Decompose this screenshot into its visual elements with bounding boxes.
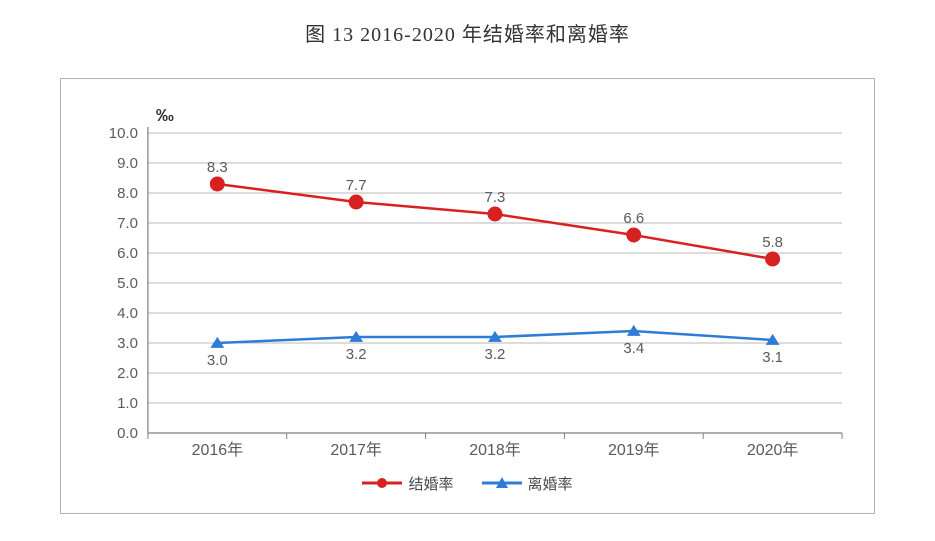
chart-container: 0.0 1.0 2.0 3.0 4.0 5.0 6.0 7.0 8.0 9.0 10.0 2016年… xyxy=(60,78,875,514)
y-tick-label: 7.0 xyxy=(117,215,138,232)
y-tick-label: 10.0 xyxy=(109,125,138,142)
chart-inner: 0.0 1.0 2.0 3.0 4.0 5.0 6.0 7.0 8.0 9.0 10.0 2016年… xyxy=(73,97,862,501)
data-label-离婚率: 3.4 xyxy=(623,340,644,357)
data-label-结婚率: 6.6 xyxy=(623,210,644,227)
x-tick-label: 2017年 xyxy=(330,441,381,459)
x-tick-label: 2020年 xyxy=(747,441,798,459)
chart-title: 图 13 2016-2020 年结婚率和离婚率 xyxy=(0,0,935,47)
series-marker-结婚率 xyxy=(210,177,224,191)
x-tick-label: 2016年 xyxy=(192,441,243,459)
series-marker-结婚率 xyxy=(488,207,502,221)
data-label-结婚率: 5.8 xyxy=(762,234,783,251)
legend-swatch xyxy=(362,475,402,491)
data-label-结婚率: 7.7 xyxy=(346,177,367,194)
y-tick-label: 3.0 xyxy=(117,335,138,352)
legend-swatch xyxy=(482,475,522,491)
page: 图 13 2016-2020 年结婚率和离婚率 0.0 1.0 2.0 3.0 4.0 5… xyxy=(0,0,935,541)
y-tick-label: 8.0 xyxy=(117,185,138,202)
data-label-结婚率: 8.3 xyxy=(207,159,228,176)
legend: 结婚率 离婚率 xyxy=(73,473,862,497)
x-tick-label: 2019年 xyxy=(608,441,659,459)
data-label-离婚率: 3.2 xyxy=(485,346,506,363)
y-tick-label: 5.0 xyxy=(117,275,138,292)
x-tick-label: 2018年 xyxy=(469,441,520,459)
y-unit-label: ‰ xyxy=(156,105,174,125)
x-tick-labels-group: 2016年 2017年 2018年 2019年 2020年 xyxy=(192,441,799,459)
y-tick-labels-group: 0.0 1.0 2.0 3.0 4.0 5.0 6.0 7.0 8.0 9.0 10.0 xyxy=(109,125,138,442)
data-label-结婚率: 7.3 xyxy=(485,189,506,206)
chart-svg: 0.0 1.0 2.0 3.0 4.0 5.0 6.0 7.0 8.0 9.0 10.0 2016年… xyxy=(73,97,862,501)
series-marker-结婚率 xyxy=(627,228,641,242)
series-marker-结婚率 xyxy=(766,252,780,266)
y-tick-label: 9.0 xyxy=(117,155,138,172)
data-label-离婚率: 3.2 xyxy=(346,346,367,363)
y-tick-label: 0.0 xyxy=(117,425,138,442)
legend-item-结婚率: 结婚率 xyxy=(362,473,453,494)
y-tick-label: 4.0 xyxy=(117,305,138,322)
legend-label: 结婚率 xyxy=(408,473,453,494)
legend-label: 离婚率 xyxy=(528,473,573,494)
data-label-离婚率: 3.0 xyxy=(207,352,228,369)
y-tick-label: 2.0 xyxy=(117,365,138,382)
data-label-离婚率: 3.1 xyxy=(762,349,783,366)
y-tick-label: 1.0 xyxy=(117,395,138,412)
legend-item-离婚率: 离婚率 xyxy=(482,473,573,494)
y-tick-label: 6.0 xyxy=(117,245,138,262)
series-marker-结婚率 xyxy=(349,195,363,209)
